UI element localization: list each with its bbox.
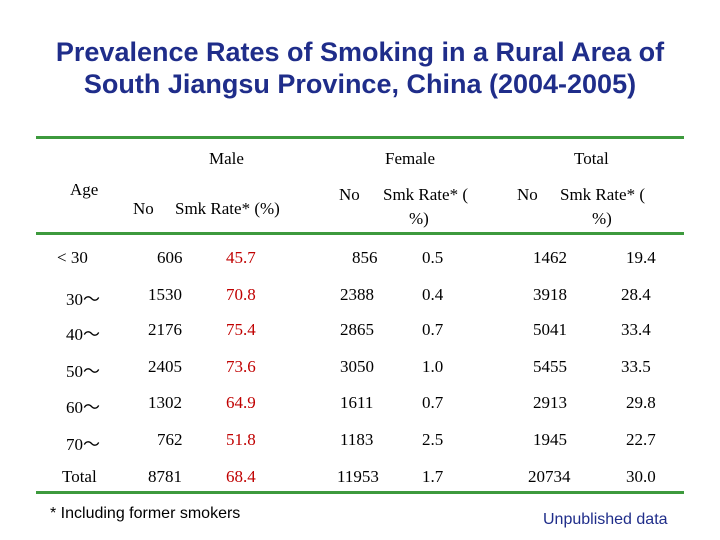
header-total-no: No xyxy=(517,185,538,204)
row-age: Total xyxy=(62,467,97,486)
row-male-no: 1302 xyxy=(148,393,182,412)
row-male-rate: 73.6 xyxy=(226,357,256,376)
row-age: 30～ xyxy=(66,290,100,309)
footnote: * Including former smokers xyxy=(50,505,241,522)
header-age: Age xyxy=(70,180,99,199)
row-female-no: 2865 xyxy=(340,320,374,339)
row-age: 70～ xyxy=(66,435,100,454)
header-total-rate-2: %) xyxy=(592,209,612,228)
row-age: < 30 xyxy=(57,248,88,267)
row-male-rate: 70.8 xyxy=(226,285,256,304)
row-female-no: 1183 xyxy=(340,430,374,449)
row-age: 50～ xyxy=(66,362,100,381)
row-male-rate: 75.4 xyxy=(226,320,256,339)
title-line-1: Prevalence Rates of Smoking in a Rural A… xyxy=(55,37,665,67)
row-female-rate: 0.7 xyxy=(422,320,444,339)
row-female-rate: 0.4 xyxy=(422,285,444,304)
row-total-rate: 33.5 xyxy=(621,357,651,376)
row-female-rate: 2.5 xyxy=(422,430,444,449)
row-total-no: 1945 xyxy=(533,430,567,449)
row-female-no: 1611 xyxy=(340,393,374,412)
row-total-rate: 29.8 xyxy=(626,393,656,412)
source-note: Unpublished data xyxy=(543,511,668,528)
header-male-rate: Smk Rate* (%) xyxy=(175,199,280,218)
row-male-no: 606 xyxy=(157,248,183,267)
header-male-no: No xyxy=(133,199,154,218)
table-top-rule xyxy=(36,136,684,139)
header-total-rate-1: Smk Rate* ( xyxy=(560,185,645,204)
row-total-rate: 19.4 xyxy=(626,248,656,267)
row-male-no: 8781 xyxy=(148,467,182,486)
title-line-2: South Jiangsu Province, China (2004-2005… xyxy=(83,69,637,99)
header-female: Female xyxy=(385,149,436,168)
table-header-rule xyxy=(36,232,684,235)
row-female-no: 856 xyxy=(352,248,378,267)
row-male-rate: 51.8 xyxy=(226,430,256,449)
row-age: 40～ xyxy=(66,325,100,344)
row-male-no: 762 xyxy=(157,430,183,449)
row-female-rate: 1.0 xyxy=(422,357,444,376)
row-age: 60～ xyxy=(66,398,100,417)
row-male-rate: 45.7 xyxy=(226,248,256,267)
row-total-rate: 28.4 xyxy=(621,285,651,304)
row-male-no: 2176 xyxy=(148,320,182,339)
row-total-no: 1462 xyxy=(533,248,567,267)
row-total-no: 20734 xyxy=(528,467,571,486)
row-female-no: 11953 xyxy=(337,467,379,486)
row-female-no: 3050 xyxy=(340,357,374,376)
row-female-no: 2388 xyxy=(340,285,374,304)
header-total: Total xyxy=(574,149,609,168)
row-female-rate: 0.5 xyxy=(422,248,444,267)
row-female-rate: 1.7 xyxy=(422,467,444,486)
row-total-no: 2913 xyxy=(533,393,567,412)
row-male-no: 1530 xyxy=(148,285,182,304)
row-total-rate: 22.7 xyxy=(626,430,656,449)
slide-title: Prevalence Rates of Smoking in a Rural A… xyxy=(0,36,720,100)
row-male-no: 2405 xyxy=(148,357,182,376)
row-total-rate: 30.0 xyxy=(626,467,656,486)
row-male-rate: 64.9 xyxy=(226,393,256,412)
row-total-rate: 33.4 xyxy=(621,320,651,339)
header-male: Male xyxy=(209,149,244,168)
row-total-no: 3918 xyxy=(533,285,567,304)
header-female-rate-2: %) xyxy=(409,209,429,228)
row-male-rate: 68.4 xyxy=(226,467,256,486)
row-total-no: 5455 xyxy=(533,357,567,376)
row-female-rate: 0.7 xyxy=(422,393,444,412)
row-total-no: 5041 xyxy=(533,320,567,339)
header-female-no: No xyxy=(339,185,360,204)
table-bottom-rule xyxy=(36,491,684,494)
header-female-rate-1: Smk Rate* ( xyxy=(383,185,468,204)
